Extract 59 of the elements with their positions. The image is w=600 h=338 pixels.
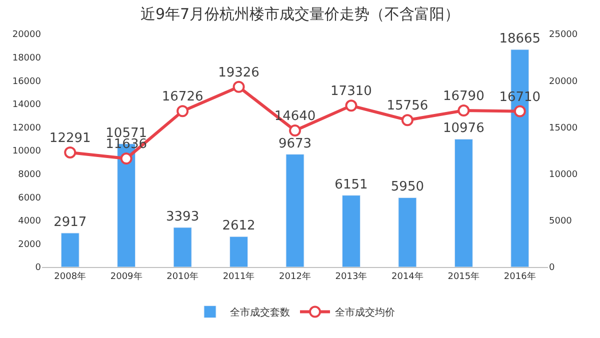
data-label: 15756 xyxy=(386,98,428,114)
point xyxy=(176,105,189,118)
x-tick-label: 2010年 xyxy=(166,270,199,282)
y2-tick-label: 20000 xyxy=(549,76,578,87)
y2-tick-label: 5000 xyxy=(549,216,572,227)
point xyxy=(345,100,358,112)
data-label: 6151 xyxy=(334,177,368,192)
y2-tick-label: 10000 xyxy=(549,170,578,180)
y-tick-label: 10000 xyxy=(12,146,42,157)
point xyxy=(64,146,76,158)
y-tick-label: 18000 xyxy=(12,53,42,64)
data-label: 16726 xyxy=(162,90,204,105)
data-label: 5950 xyxy=(390,180,424,195)
bar xyxy=(60,232,80,267)
data-label: 16790 xyxy=(442,89,484,104)
data-label: 9673 xyxy=(278,136,312,152)
x-tick-label: 2014年 xyxy=(391,270,424,282)
x-tick-label: 2013年 xyxy=(335,270,368,282)
x-tick-label: 2015年 xyxy=(448,270,480,282)
bar xyxy=(230,236,248,267)
y-tick-label: 4000 xyxy=(18,216,42,227)
data-label: 18665 xyxy=(499,32,541,47)
x-tick-label: 2011年 xyxy=(222,270,255,282)
data-label: 3393 xyxy=(166,209,200,224)
point xyxy=(289,124,301,137)
data-label: 12291 xyxy=(49,130,91,146)
bar xyxy=(173,227,192,267)
data-label: 10976 xyxy=(442,121,484,136)
x-tick-label: 2012年 xyxy=(279,270,311,282)
x-tick-label: 2008年 xyxy=(54,270,86,282)
point xyxy=(514,105,526,118)
bar xyxy=(286,154,304,267)
y-tick-label: 20000 xyxy=(12,30,42,40)
point xyxy=(232,80,245,93)
y-tick-label: 14000 xyxy=(12,100,42,110)
bar xyxy=(342,195,360,267)
data-label: 17310 xyxy=(330,84,372,100)
y2-tick-label: 25000 xyxy=(549,30,578,40)
chart-title: 近9年7月份杭州楼市成交量价走势（不含富阳） xyxy=(140,4,460,23)
point xyxy=(120,152,132,165)
data-label: 2917 xyxy=(54,215,87,230)
point xyxy=(401,114,414,126)
y-tick-label: 2000 xyxy=(18,240,42,250)
y2-tick-label: 0 xyxy=(549,263,555,274)
y-tick-label: 0 xyxy=(35,263,42,274)
y-tick-label: 8000 xyxy=(18,170,42,180)
data-label: 2612 xyxy=(222,218,256,234)
x-tick-label: 2016年 xyxy=(504,270,536,282)
y-tick-label: 16000 xyxy=(12,76,42,87)
data-label: 19326 xyxy=(218,65,260,80)
bar xyxy=(398,197,417,267)
x-tick-label: 2009年 xyxy=(110,270,142,282)
y-tick-label: 12000 xyxy=(12,123,42,134)
y2-tick-label: 15000 xyxy=(549,123,578,134)
y-tick-label: 6000 xyxy=(18,193,42,204)
legend-label: 全市成交套数 xyxy=(230,306,290,319)
point xyxy=(458,104,470,117)
legend-label: 全市成交均价 xyxy=(335,306,395,319)
bar xyxy=(454,138,473,267)
